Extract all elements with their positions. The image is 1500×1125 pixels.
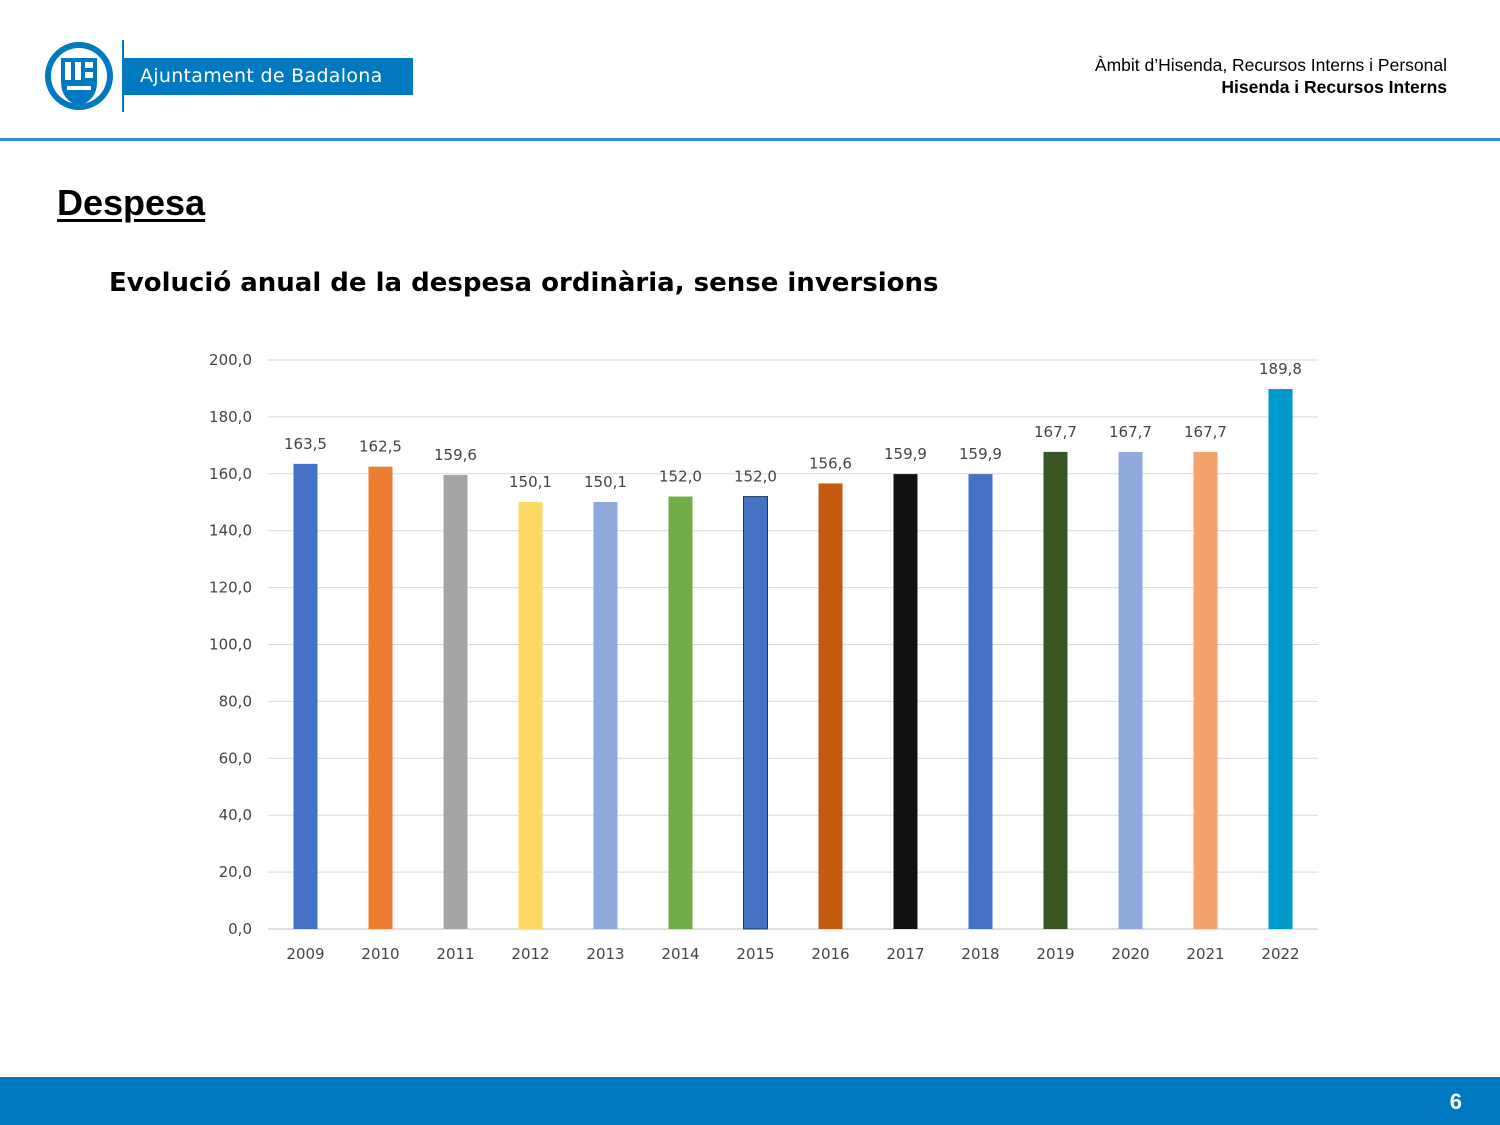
y-tick-label: 200,0 — [209, 351, 252, 369]
data-label: 152,0 — [659, 468, 702, 486]
y-tick-label: 80,0 — [219, 692, 252, 710]
bar — [743, 496, 768, 930]
bar — [1268, 389, 1293, 929]
x-tick-label: 2014 — [661, 945, 699, 963]
bar — [518, 501, 543, 929]
x-tick-label: 2016 — [811, 945, 849, 963]
x-tick-label: 2021 — [1186, 945, 1224, 963]
bar — [1193, 451, 1218, 929]
data-label: 150,1 — [584, 473, 627, 491]
x-tick-label: 2015 — [736, 945, 774, 963]
footer-bar: 6 — [0, 1077, 1500, 1125]
header-rule — [0, 138, 1500, 141]
bar — [1043, 451, 1068, 929]
x-tick-label: 2017 — [886, 945, 924, 963]
y-tick-label: 160,0 — [209, 465, 252, 483]
bar — [893, 474, 918, 929]
x-tick-label: 2019 — [1036, 945, 1074, 963]
data-label: 159,9 — [884, 445, 927, 463]
data-label: 159,9 — [959, 445, 1002, 463]
bar — [1118, 451, 1143, 929]
y-tick-label: 20,0 — [219, 863, 252, 881]
x-tick-label: 2010 — [361, 945, 399, 963]
page-number: 6 — [1449, 1089, 1462, 1114]
data-label: 159,6 — [434, 446, 477, 464]
data-label: 156,6 — [809, 454, 852, 472]
bar — [968, 474, 993, 929]
y-tick-label: 140,0 — [209, 522, 252, 540]
bar — [593, 501, 618, 929]
chart-title: Evolució anual de la despesa ordinària, … — [109, 268, 939, 298]
logo-divider — [122, 40, 124, 112]
y-tick-label: 100,0 — [209, 636, 252, 654]
city-seal-icon — [45, 42, 113, 110]
bar — [818, 483, 843, 929]
department-line-2: Hisenda i Recursos Interns — [1221, 77, 1447, 97]
department-line-1: Àmbit d’Hisenda, Recursos Interns i Pers… — [1094, 55, 1447, 75]
bar — [668, 496, 693, 929]
x-tick-label: 2009 — [286, 945, 324, 963]
x-tick-label: 2018 — [961, 945, 999, 963]
department-heading: Àmbit d’Hisenda, Recursos Interns i Pers… — [1095, 54, 1447, 98]
bar — [293, 463, 318, 929]
org-name: Ajuntament de Badalona — [124, 58, 413, 95]
data-label: 167,7 — [1184, 423, 1227, 441]
data-label: 162,5 — [359, 438, 402, 456]
bar-chart: 0,0 20,0 40,0 60,0 80,0 100,0 120,0 140,0 160,0 1… — [209, 351, 1318, 963]
data-label: 150,1 — [509, 473, 552, 491]
x-tick-label: 2011 — [436, 945, 474, 963]
section-title: Despesa — [57, 182, 206, 223]
y-tick-label: 40,0 — [219, 806, 252, 824]
y-tick-label: 60,0 — [219, 749, 252, 767]
bar — [443, 474, 468, 929]
x-tick-label: 2022 — [1261, 945, 1299, 963]
y-tick-label: 0,0 — [228, 920, 252, 938]
y-tick-label: 120,0 — [209, 579, 252, 597]
data-label: 152,0 — [734, 468, 777, 486]
data-label: 167,7 — [1034, 423, 1077, 441]
bar — [368, 466, 393, 929]
data-label: 189,8 — [1259, 360, 1302, 378]
data-label: 167,7 — [1109, 423, 1152, 441]
x-tick-label: 2020 — [1111, 945, 1149, 963]
x-tick-label: 2013 — [586, 945, 624, 963]
y-tick-label: 180,0 — [209, 408, 252, 426]
x-tick-label: 2012 — [511, 945, 549, 963]
data-label: 163,5 — [284, 435, 327, 453]
slide-header: Ajuntament de Badalona Àmbit d’Hisenda, … — [0, 0, 1500, 141]
